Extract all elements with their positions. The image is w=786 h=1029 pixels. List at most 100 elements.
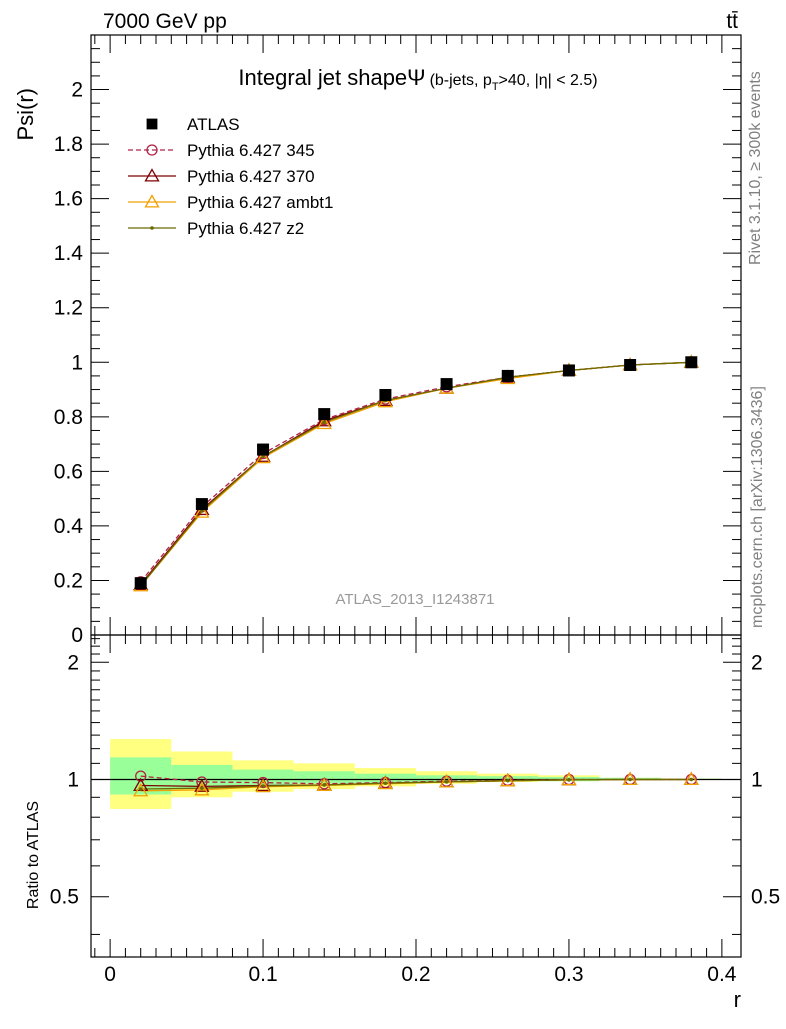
legend-marker: [144, 168, 160, 182]
data-point: [440, 378, 453, 391]
inner-uncertainty-band: [416, 775, 478, 783]
ratio-point: [505, 778, 510, 783]
ratio-y-tick-label: 1: [67, 768, 79, 791]
main-plot-marks: [133, 354, 699, 592]
title-subtitle-tail: >40, |η| < 2.5): [499, 72, 598, 89]
legend-item: Pythia 6.427 ambt1: [128, 193, 333, 212]
main-y-tick-label: 1.2: [54, 297, 83, 320]
data-point: [685, 356, 698, 369]
title-symbol: Ψ: [407, 65, 425, 90]
data-point: [318, 408, 331, 421]
mc-point: [322, 420, 327, 425]
chart-title: Integral jet shapeΨ (b-jets, pT>40, |η| <…: [238, 65, 597, 93]
title-text: Integral jet shape: [238, 65, 407, 90]
process-label: tt̄: [726, 10, 738, 33]
x-tick-label: 0.3: [554, 963, 583, 986]
analysis-watermark: ATLAS_2013_I1243871: [335, 591, 494, 608]
ratio-point: [628, 777, 632, 782]
legend-label: Pythia 6.427 345: [187, 141, 315, 160]
energy-label: 7000 GeV pp: [103, 10, 227, 33]
data-point: [562, 364, 575, 377]
mc-point: [255, 448, 271, 462]
ratio-point: [444, 780, 449, 784]
ratio-point: [133, 783, 149, 797]
legend-label: ATLAS: [187, 115, 240, 134]
data-point: [257, 443, 270, 456]
ratio-point: [567, 778, 571, 782]
mcplots-label: mcplots.cern.ch [arXiv:1306.3436]: [749, 386, 766, 628]
mc-point: [255, 449, 271, 464]
legend: ATLAS Pythia 6.427 345 Pythia 6.427 370 Pyt…: [128, 115, 333, 238]
main-y-tick-label: 0.4: [54, 515, 84, 538]
ratio-y-tick-label-right: 0.5: [751, 886, 780, 909]
legend-marker: [144, 194, 160, 208]
legend-item: ATLAS: [146, 115, 240, 134]
main-y-tick-label: 1: [71, 351, 83, 374]
legend-item: Pythia 6.427 345: [128, 141, 315, 160]
ratio-series-line: [140, 778, 692, 790]
ratio-y-tick-label: 0.5: [50, 886, 79, 909]
ratio-point: [316, 777, 332, 792]
ratio-y-axis-label: Ratio to ATLAS: [25, 801, 42, 909]
ratio-point: [438, 774, 455, 788]
main-y-tick-label: 1.4: [54, 242, 84, 265]
data-point: [134, 577, 147, 590]
legend-label: Pythia 6.427 370: [187, 167, 315, 186]
legend-label: Pythia 6.427 ambt1: [187, 193, 333, 212]
title-subtitle: (b-jets, p: [430, 72, 492, 89]
ratio-plot-marks: [133, 770, 699, 797]
main-series-line: [140, 361, 692, 587]
main-y-tick-label: 1.6: [54, 188, 83, 211]
main-y-tick-label: 0.6: [54, 460, 83, 483]
ratio-point: [322, 783, 327, 787]
legend-marker: [146, 144, 158, 156]
data-point: [379, 389, 392, 401]
legend-label: Pythia 6.427 z2: [187, 219, 304, 238]
ratio-axis-ticks: 0.5 0.5 1 1 2 2 0 0.1 0.2 0.3 0.4: [50, 635, 780, 986]
ratio-point: [689, 777, 694, 782]
x-tick-label: 0.1: [248, 963, 277, 986]
ratio-point: [622, 771, 638, 786]
mc-point: [377, 394, 394, 408]
legend-marker: [146, 118, 158, 130]
main-y-tick-label: 2: [71, 79, 83, 102]
ratio-panel: 0.5 0.5 1 1 2 2 0 0.1 0.2 0.3 0.4 Ratio to ATLAS r: [25, 634, 780, 1012]
title-subtitle-sub: T: [492, 81, 499, 93]
x-axis-label: r: [734, 987, 741, 1012]
rivet-version-label: Rivet 3.1.10, ≥ 300k events: [747, 71, 764, 265]
data-point: [501, 369, 514, 382]
main-axis-ticks: 0 0.2 0.4 0.6 0.8 1 1.2 1.4 1.6 1.8 2: [54, 35, 741, 647]
ratio-point: [383, 781, 388, 786]
mc-point: [316, 413, 332, 427]
main-series-line: [140, 361, 692, 587]
ratio-point: [200, 786, 204, 790]
main-panel: 0 0.2 0.4 0.6 0.8 1 1.2 1.4 1.6 1.8 2 Psi(r) Integ…: [13, 34, 742, 647]
ratio-y-tick-label: 2: [67, 651, 79, 674]
inner-uncertainty-band: [477, 776, 539, 782]
ratio-point: [194, 778, 210, 792]
data-point: [624, 359, 637, 371]
ratio-point: [135, 770, 147, 782]
ratio-point: [261, 784, 265, 788]
main-y-tick-label: 0.8: [54, 406, 83, 429]
x-tick-label: 0: [104, 963, 116, 986]
data-point: [195, 498, 208, 511]
ratio-point: [683, 771, 699, 786]
main-y-axis-label: Psi(r): [13, 88, 38, 141]
legend-item: Pythia 6.427 370: [128, 167, 315, 186]
x-tick-label: 0.2: [401, 963, 430, 986]
ratio-point: [138, 787, 143, 791]
main-y-tick-label: 0: [71, 624, 83, 647]
ratio-point: [194, 782, 210, 796]
ratio-y-tick-label-right: 2: [751, 651, 763, 674]
mc-point: [194, 504, 210, 518]
x-tick-label: 0.4: [707, 963, 737, 986]
legend-marker: [150, 226, 154, 230]
mc-point: [316, 415, 332, 430]
ratio-point: [255, 778, 271, 793]
ratio-y-tick-label-right: 1: [751, 768, 763, 791]
main-y-tick-label: 0.2: [54, 569, 83, 592]
main-y-tick-label: 1.8: [54, 133, 83, 156]
